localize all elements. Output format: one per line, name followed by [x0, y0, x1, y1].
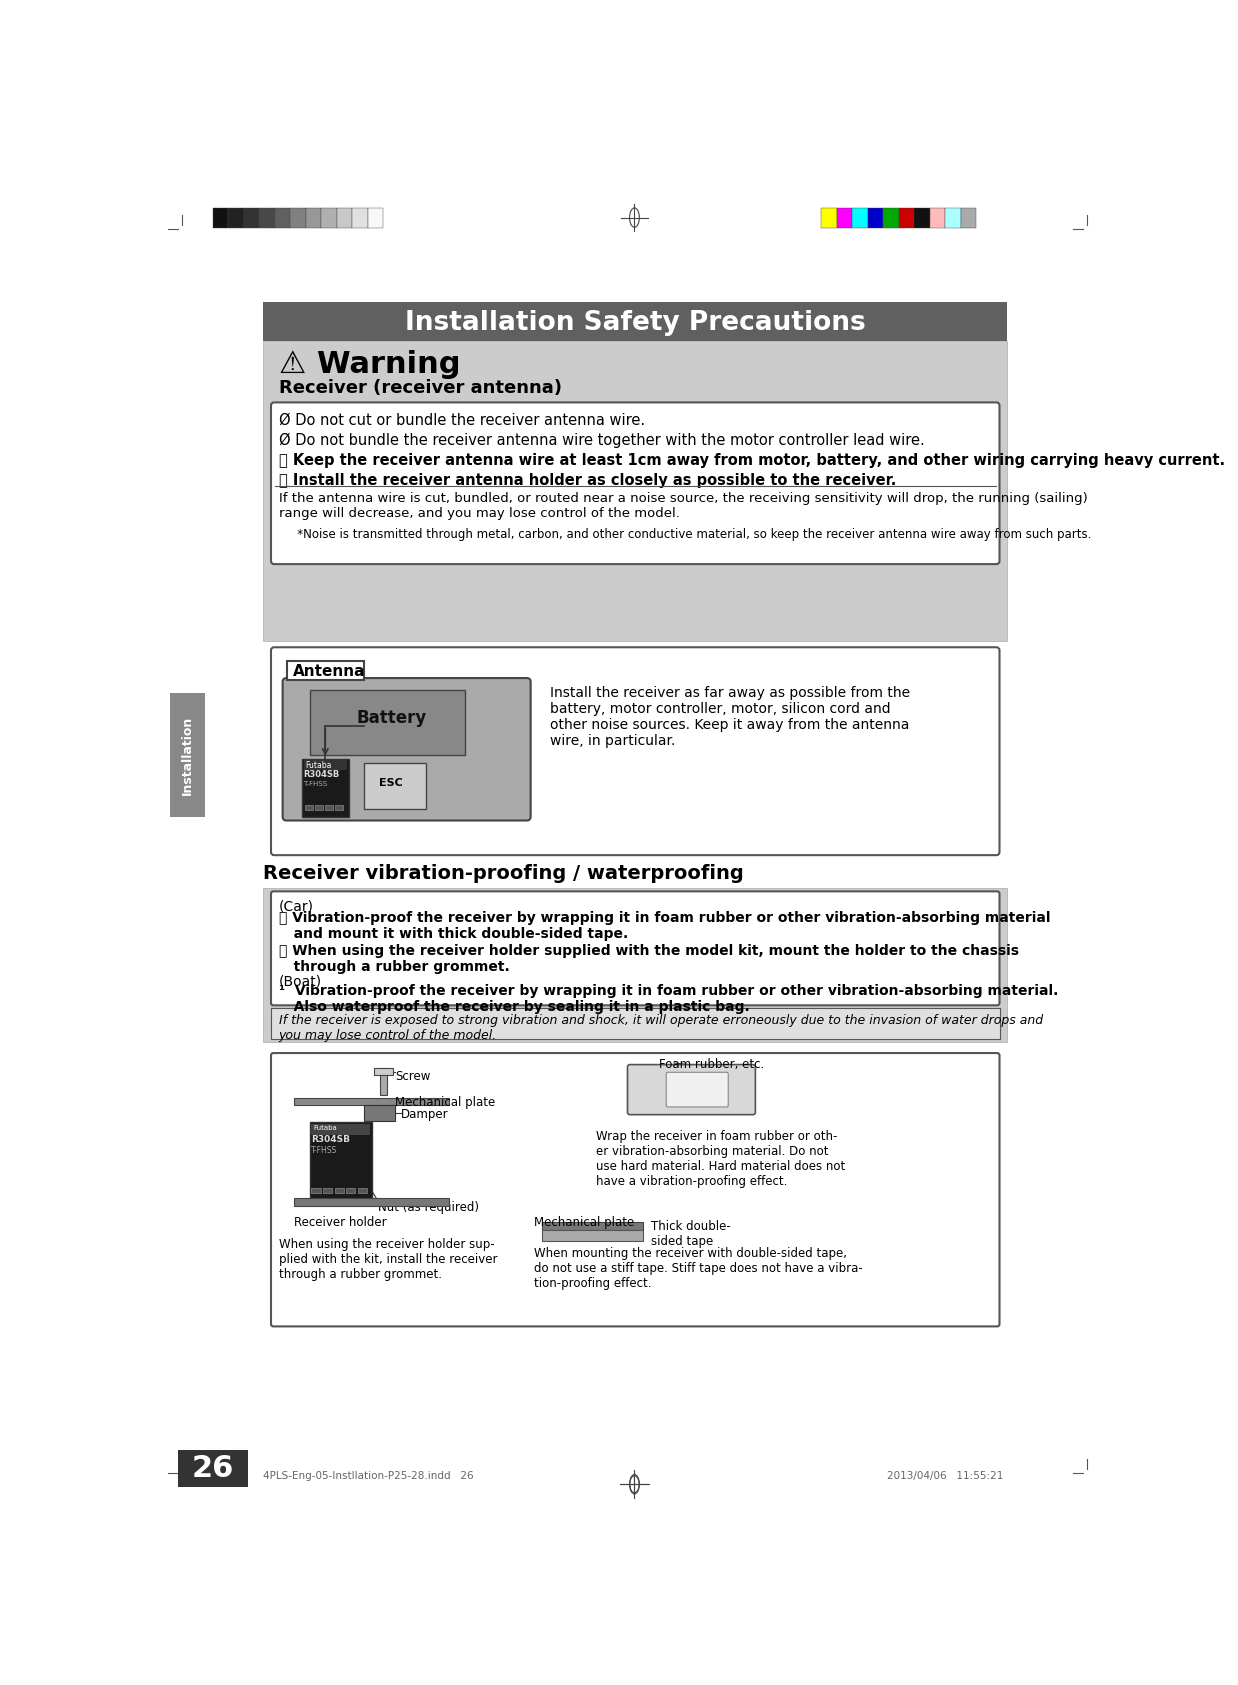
Bar: [316, 805, 323, 810]
Text: Screw: Screw: [395, 1070, 431, 1083]
Bar: [323, 1188, 332, 1193]
Bar: [821, 209, 837, 227]
Text: If the antenna wire is cut, bundled, or routed near a noise source, the receivin: If the antenna wire is cut, bundled, or …: [279, 492, 1087, 519]
Bar: [310, 1122, 371, 1200]
Text: Battery: Battery: [357, 709, 427, 726]
Bar: [337, 209, 353, 227]
Bar: [335, 805, 343, 810]
Bar: [171, 694, 206, 817]
Text: (Car): (Car): [279, 900, 313, 913]
Bar: [868, 209, 883, 227]
Bar: [322, 209, 337, 227]
FancyBboxPatch shape: [271, 891, 999, 1006]
Bar: [837, 209, 852, 227]
Text: Mechanical plate: Mechanical plate: [395, 1097, 495, 1109]
Text: When using the receiver holder sup-
plied with the kit, install the receiver
thr: When using the receiver holder sup- plie…: [279, 1238, 498, 1281]
Bar: [326, 805, 333, 810]
Bar: [914, 209, 930, 227]
Bar: [899, 209, 914, 227]
Bar: [358, 1188, 368, 1193]
Bar: [852, 209, 868, 227]
Bar: [353, 209, 368, 227]
Text: Receiver (receiver antenna): Receiver (receiver antenna): [279, 379, 562, 398]
Bar: [883, 209, 899, 227]
Bar: [275, 209, 291, 227]
Text: *Noise is transmitted through metal, carbon, and other conductive material, so k: *Noise is transmitted through metal, car…: [286, 527, 1092, 541]
Bar: [374, 1068, 392, 1075]
Bar: [961, 209, 977, 227]
FancyBboxPatch shape: [271, 647, 999, 856]
Bar: [228, 209, 244, 227]
Bar: [364, 763, 426, 809]
Bar: [271, 1008, 999, 1040]
Bar: [305, 805, 313, 810]
Bar: [291, 209, 306, 227]
Text: Receiver holder: Receiver holder: [295, 1217, 387, 1230]
Text: R304SB: R304SB: [303, 770, 339, 780]
Text: Nut (as required): Nut (as required): [378, 1201, 479, 1213]
Text: Receiver vibration-proofing / waterproofing: Receiver vibration-proofing / waterproof…: [264, 864, 744, 883]
Text: T-FHSS: T-FHSS: [303, 782, 328, 787]
Text: R304SB: R304SB: [311, 1136, 350, 1144]
Bar: [244, 209, 260, 227]
Text: Damper: Damper: [401, 1109, 449, 1122]
Text: 2013/04/06   11:55:21: 2013/04/06 11:55:21: [886, 1471, 1003, 1481]
Text: Futaba: Futaba: [313, 1124, 338, 1131]
Text: (Boat): (Boat): [279, 974, 322, 989]
Bar: [264, 340, 1008, 640]
Bar: [302, 758, 349, 817]
Bar: [380, 1068, 387, 1095]
FancyBboxPatch shape: [666, 1072, 728, 1107]
Text: Mechanical plate: Mechanical plate: [535, 1217, 635, 1230]
Bar: [364, 1105, 395, 1121]
Bar: [286, 661, 364, 679]
Bar: [295, 1097, 449, 1105]
Bar: [347, 1188, 355, 1193]
Text: ⓘ Install the receiver antenna holder as closely as possible to the receiver.: ⓘ Install the receiver antenna holder as…: [279, 473, 896, 489]
Bar: [295, 1198, 449, 1205]
Text: ⚠ Warning: ⚠ Warning: [279, 350, 461, 379]
FancyBboxPatch shape: [628, 1065, 755, 1115]
Bar: [946, 209, 961, 227]
FancyBboxPatch shape: [271, 1053, 999, 1326]
Text: T-FHSS: T-FHSS: [311, 1146, 338, 1156]
Text: Wrap the receiver in foam rubber or oth-
er vibration-absorbing material. Do not: Wrap the receiver in foam rubber or oth-…: [597, 1131, 846, 1188]
Bar: [311, 1188, 321, 1193]
Text: ESC: ESC: [380, 778, 404, 789]
Bar: [264, 302, 1008, 340]
Text: Thick double-
sided tape: Thick double- sided tape: [651, 1220, 730, 1249]
Text: ⓘ Vibration-proof the receiver by wrapping it in foam rubber or other vibration-: ⓘ Vibration-proof the receiver by wrappi…: [279, 910, 1050, 940]
Bar: [306, 209, 322, 227]
Text: ¹  Vibration-proof the receiver by wrapping it in foam rubber or other vibration: ¹ Vibration-proof the receiver by wrappi…: [279, 984, 1058, 1014]
Bar: [260, 209, 275, 227]
Bar: [368, 209, 384, 227]
Text: Ø Do not bundle the receiver antenna wire together with the motor controller lea: Ø Do not bundle the receiver antenna wir…: [279, 433, 925, 448]
Bar: [542, 1222, 643, 1230]
Text: Foam rubber, etc.: Foam rubber, etc.: [659, 1058, 764, 1072]
FancyBboxPatch shape: [282, 677, 531, 821]
FancyBboxPatch shape: [271, 403, 999, 564]
Text: When mounting the receiver with double-sided tape,
do not use a stiff tape. Stif: When mounting the receiver with double-s…: [535, 1247, 863, 1291]
Text: 4PLS-Eng-05-Instllation-P25-28.indd   26: 4PLS-Eng-05-Instllation-P25-28.indd 26: [264, 1471, 474, 1481]
Bar: [930, 209, 946, 227]
Bar: [178, 1449, 248, 1486]
Text: 26: 26: [192, 1454, 234, 1483]
Text: Installation: Installation: [181, 716, 194, 795]
Bar: [303, 760, 347, 770]
Bar: [213, 209, 228, 227]
Text: ⓘ When using the receiver holder supplied with the model kit, mount the holder t: ⓘ When using the receiver holder supplie…: [279, 944, 1019, 974]
Text: If the receiver is exposed to strong vibration and shock, it will operate errone: If the receiver is exposed to strong vib…: [279, 1014, 1042, 1041]
Text: Installation Safety Precautions: Installation Safety Precautions: [405, 310, 865, 335]
Text: Futaba: Futaba: [305, 762, 332, 770]
Bar: [542, 1230, 643, 1240]
Text: Ø Do not cut or bundle the receiver antenna wire.: Ø Do not cut or bundle the receiver ante…: [279, 413, 645, 428]
Text: Antenna: Antenna: [292, 664, 365, 679]
Bar: [310, 689, 464, 755]
Bar: [334, 1188, 344, 1193]
Bar: [311, 1124, 370, 1134]
Text: Install the receiver as far away as possible from the
battery, motor controller,: Install the receiver as far away as poss…: [550, 686, 910, 748]
Bar: [264, 888, 1008, 1041]
Text: ⓘ Keep the receiver antenna wire at least 1cm away from motor, battery, and othe: ⓘ Keep the receiver antenna wire at leas…: [279, 453, 1224, 468]
